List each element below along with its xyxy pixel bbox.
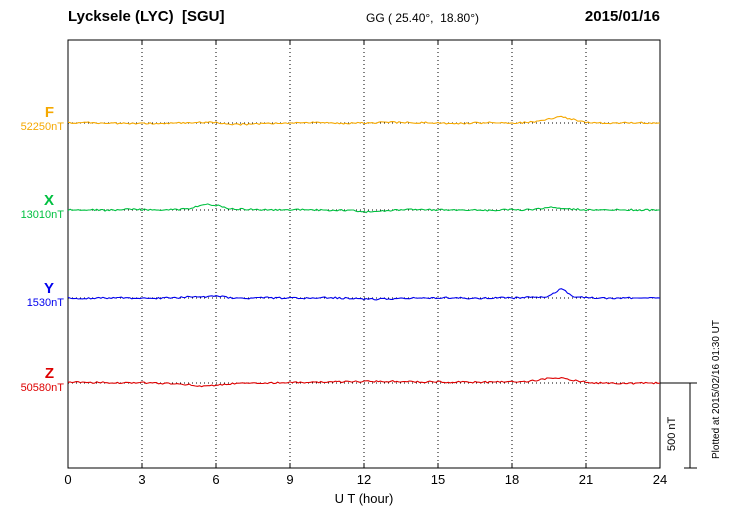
x-axis-label: U T (hour) (334, 491, 394, 506)
trace-z (67, 377, 661, 388)
x-tick-label: 6 (212, 472, 220, 487)
geographic-coords: GG ( 25.40°, 18.80°) (366, 11, 479, 25)
trace-baseline-y: 1530nT (26, 297, 64, 309)
trace-legend-y: Y 1530nT (4, 281, 64, 310)
trace-label-y: Y (43, 280, 54, 297)
trace-baseline-f: 52250nT (20, 121, 64, 133)
trace-x (67, 203, 660, 214)
scale-bar-label: 500 nT (666, 416, 678, 452)
trace-y (67, 288, 661, 301)
x-tick-label: 12 (356, 472, 372, 487)
station-title: Lycksele (LYC) [SGU] (68, 8, 225, 25)
x-tick-label: 24 (652, 472, 668, 487)
trace-legend-x: X 13010nT (4, 193, 64, 222)
trace-label-x: X (43, 192, 54, 209)
trace-baseline-x: 13010nT (20, 209, 64, 221)
plot-date: 2015/01/16 (584, 8, 660, 25)
plotted-at-note: Plotted at 2015/02/16 01:30 UT (711, 320, 722, 460)
trace-legend-z: Z 50580nT (4, 366, 64, 395)
trace-legend-f: F 52250nT (4, 105, 64, 134)
trace-label-f: F (44, 104, 54, 121)
trace-baseline-z: 50580nT (20, 382, 64, 394)
trace-label-z: Z (44, 365, 54, 382)
x-tick-label: 18 (504, 472, 520, 487)
x-tick-label: 15 (430, 472, 446, 487)
x-tick-label: 3 (138, 472, 146, 487)
x-tick-label: 0 (64, 472, 72, 487)
x-tick-label: 9 (286, 472, 294, 487)
x-tick-label: 21 (578, 472, 594, 487)
trace-f (67, 115, 661, 126)
